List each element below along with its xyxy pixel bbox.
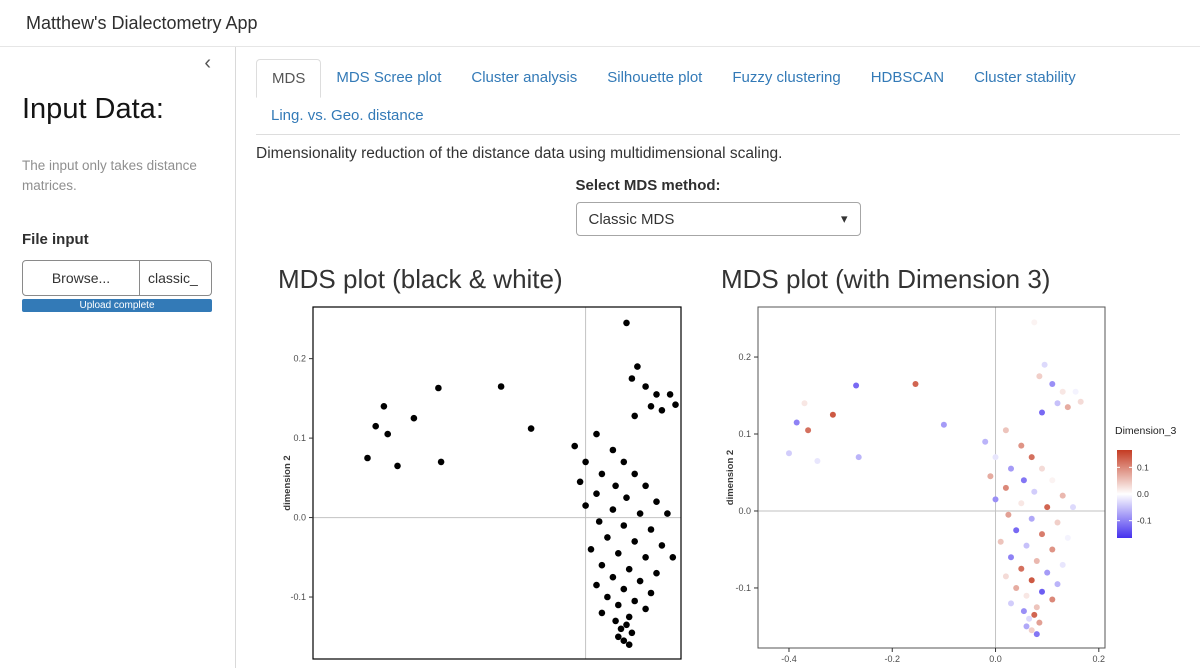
tab-cluster-stability[interactable]: Cluster stability [974, 69, 1076, 86]
file-input-group: Browse... classic_ [22, 259, 212, 296]
tab-bar: MDS MDS Scree plot Cluster analysis Silh… [256, 59, 1180, 135]
svg-text:-0.1: -0.1 [735, 583, 751, 593]
mds-method-select-group: Select MDS method: Classic MDS ▾ [575, 177, 861, 236]
svg-text:0.1: 0.1 [738, 429, 751, 439]
svg-text:0.0: 0.0 [738, 506, 751, 516]
upload-progress-bar: Upload complete [22, 298, 212, 312]
chevron-down-icon: ▾ [840, 211, 848, 226]
tab-fuzzy-clustering[interactable]: Fuzzy clustering [732, 69, 841, 86]
sidebar-description: The input only takes distance matrices. [22, 158, 197, 194]
panel-description: Dimensionality reduction of the distance… [256, 145, 783, 162]
svg-text:0.1: 0.1 [1137, 462, 1149, 472]
svg-text:Dimension_3: Dimension_3 [1115, 425, 1176, 437]
file-name-field[interactable]: classic_ [140, 259, 212, 296]
mds-plot-dim3: 0.2 0.1 0.0 -0.1 -0.4 -0.2 0.0 0.2 dimension 2 Di… [725, 306, 1176, 664]
plot-column-dim3: MDS plot (with Dimension 3) 0.2 0.1 0.0 -0.… [721, 264, 1200, 667]
file-input-label: File input [22, 230, 89, 248]
tab-mds[interactable]: MDS [256, 59, 322, 98]
plots-row: MDS plot (black & white) 0.2 0.1 0.0 -0.1 di… [256, 264, 1180, 667]
plot-title-dim3: MDS plot (with Dimension 3) [721, 264, 1051, 294]
sidebar-heading: Input Data: [22, 93, 164, 125]
tab-silhouette-plot[interactable]: Silhouette plot [607, 69, 703, 86]
svg-text:0.2: 0.2 [738, 352, 751, 362]
svg-text:0.0: 0.0 [293, 513, 306, 523]
main-content: MDS MDS Scree plot Cluster analysis Silh… [236, 47, 1200, 668]
tab-mds-scree-plot[interactable]: MDS Scree plot [336, 69, 442, 86]
tab-cluster-analysis[interactable]: Cluster analysis [471, 69, 578, 86]
tab-ling-vs-geo-distance[interactable]: Ling. vs. Geo. distance [271, 107, 424, 124]
tab-row-1: MDS MDS Scree plot Cluster analysis Silh… [256, 59, 1180, 98]
svg-text:-0.4: -0.4 [781, 654, 797, 664]
tab-hdbscan[interactable]: HDBSCAN [870, 69, 945, 86]
mds-method-label: Select MDS method: [575, 177, 721, 194]
sidebar: ‹ Input Data: The input only takes dista… [0, 47, 236, 668]
sidebar-collapse-icon[interactable]: ‹ [204, 52, 211, 74]
mds-method-selected-value: Classic MDS [588, 210, 675, 228]
svg-text:dimension 2: dimension 2 [282, 455, 293, 510]
plot-title-bw: MDS plot (black & white) [278, 264, 563, 294]
svg-text:0.2: 0.2 [1093, 654, 1106, 664]
mds-plot-bw: 0.2 0.1 0.0 -0.1 dimension 2 [282, 306, 682, 660]
plot-column-bw: MDS plot (black & white) 0.2 0.1 0.0 -0.1 di… [278, 264, 721, 667]
svg-text:-0.1: -0.1 [290, 592, 306, 602]
svg-text:0.2: 0.2 [293, 354, 306, 364]
svg-text:-0.1: -0.1 [1137, 516, 1152, 526]
svg-text:dimension 2: dimension 2 [725, 450, 736, 505]
svg-text:0.0: 0.0 [989, 654, 1002, 664]
svg-text:0.0: 0.0 [1137, 489, 1149, 499]
mds-method-dropdown[interactable]: Classic MDS ▾ [575, 202, 861, 236]
svg-text:0.1: 0.1 [293, 433, 306, 443]
svg-text:-0.2: -0.2 [884, 654, 900, 664]
tab-row-2: Ling. vs. Geo. distance [256, 97, 1180, 134]
app-header: Matthew's Dialectometry App [0, 0, 1200, 47]
app-title: Matthew's Dialectometry App [26, 12, 258, 33]
browse-button[interactable]: Browse... [22, 259, 140, 296]
main-layout: ‹ Input Data: The input only takes dista… [0, 47, 1200, 668]
